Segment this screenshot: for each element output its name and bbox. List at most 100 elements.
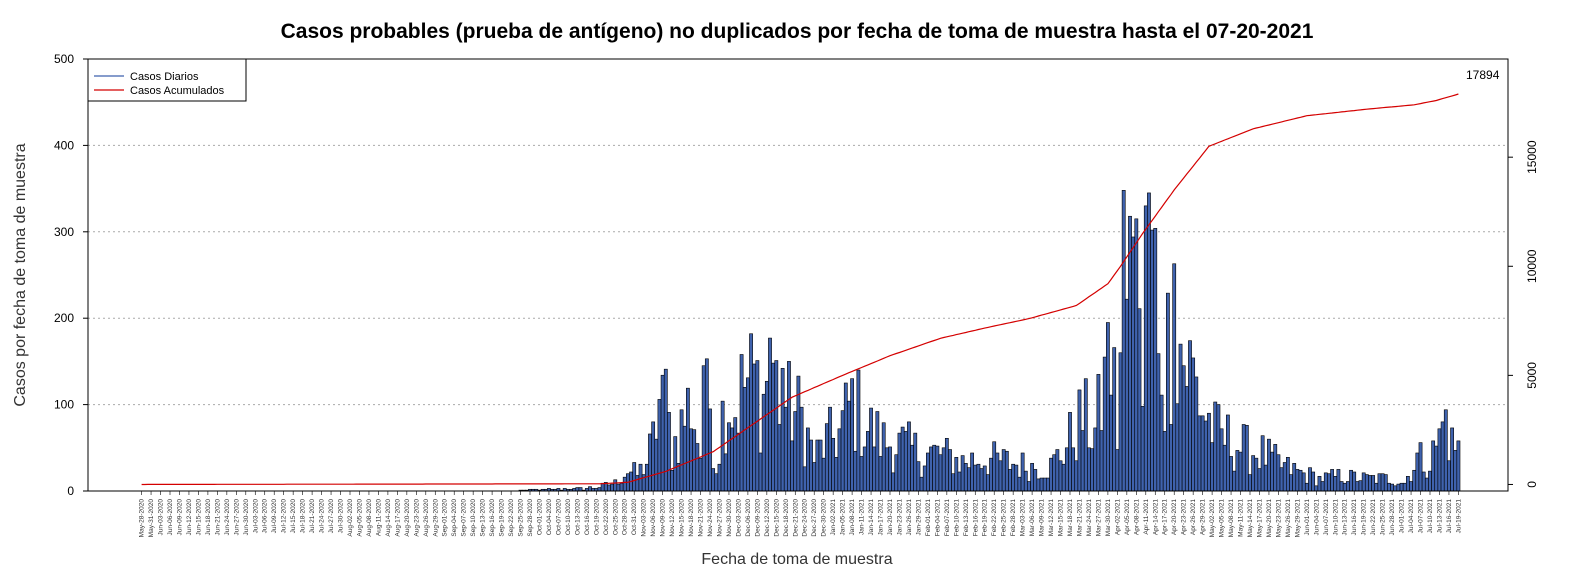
bar [1055, 449, 1060, 492]
x-tick-label: Jun-30-2020 [243, 499, 250, 536]
x-tick-label: Sep-01-2020 [442, 499, 449, 537]
y-tick-label: 400 [54, 138, 74, 152]
bar [1406, 476, 1410, 492]
bar [610, 483, 614, 492]
x-tick-label: Oct-13-2020 [574, 499, 581, 536]
bar [1371, 475, 1376, 492]
bar [657, 399, 662, 492]
bar [856, 369, 861, 492]
bar [919, 476, 924, 492]
bar [771, 362, 776, 492]
x-tick-label: Sep-22-2020 [508, 499, 515, 537]
x-tick-label: Mar-27-2021 [1095, 499, 1102, 537]
bar [632, 462, 637, 492]
x-tick-label: May-20-2021 [1266, 499, 1273, 538]
bar [1200, 415, 1205, 492]
bar [881, 422, 886, 492]
bar [884, 447, 889, 492]
bar [982, 465, 987, 492]
bar [1450, 427, 1454, 492]
bar [1143, 205, 1148, 492]
bar [1257, 468, 1262, 492]
bar [1197, 415, 1202, 492]
x-tick-label: Sep-16-2020 [489, 499, 496, 537]
bar [1017, 476, 1022, 492]
bar [1399, 482, 1404, 492]
bar [1210, 442, 1214, 492]
bar [1004, 450, 1009, 492]
x-tick-label: Jul-03-2020 [252, 499, 259, 534]
bar [1096, 374, 1101, 492]
left-axis: 0 100 200 300 400 500 [54, 52, 88, 498]
x-tick-label: Jun-01-2021 [1304, 499, 1311, 536]
bar [597, 487, 602, 492]
bar [973, 464, 978, 492]
bar [935, 445, 940, 492]
bar [1260, 435, 1265, 492]
bar [1203, 420, 1208, 492]
bar [704, 358, 709, 492]
bar [1282, 462, 1287, 492]
x-tick-label: Feb-16-2021 [972, 499, 979, 537]
x-tick-label: Feb-22-2021 [991, 499, 998, 537]
bar [859, 456, 864, 492]
cumulative-end-label: 17894 [1466, 68, 1500, 82]
bar [1162, 431, 1167, 492]
x-tick-label: Nov-06-2020 [650, 499, 657, 537]
bar [1361, 472, 1366, 492]
x-tick-label: Jan-02-2021 [830, 499, 837, 536]
x-tick-label: Apr-20-2021 [1171, 499, 1178, 536]
x-tick-label: Jul-18-2020 [300, 499, 307, 534]
x-tick-label: May-17-2021 [1256, 499, 1263, 538]
cumulative-series-line [141, 93, 1459, 486]
x-tick-label: Dec-21-2020 [792, 499, 799, 537]
bar [790, 440, 794, 492]
x-tick-label: Feb-25-2021 [1001, 499, 1008, 537]
x-tick-label: Feb-07-2021 [944, 499, 951, 537]
bar [853, 450, 858, 492]
bar [1317, 476, 1322, 492]
bar [1194, 376, 1199, 492]
bar [727, 422, 731, 492]
x-tick-label: Dec-03-2020 [735, 499, 742, 537]
bar [1178, 343, 1183, 492]
x-tick-label: Jul-16-2021 [1446, 499, 1453, 534]
bar [897, 432, 902, 492]
x-tick-label: Sep-13-2020 [480, 499, 487, 537]
bar [1147, 192, 1151, 492]
x-tick-label: Jun-12-2020 [186, 499, 193, 536]
bar [1134, 218, 1139, 492]
x-tick-label: May-14-2021 [1247, 499, 1254, 538]
x-tick-label: Sep-25-2020 [518, 499, 525, 537]
bar [736, 432, 741, 492]
bar [910, 444, 914, 492]
x-tick-label: Oct-28-2020 [622, 499, 629, 536]
x-tick-label: Aug-23-2020 [413, 499, 420, 537]
bar [1292, 463, 1297, 492]
bar [1014, 464, 1019, 492]
bar [1112, 347, 1117, 492]
bar [828, 406, 832, 492]
bar [941, 447, 946, 492]
x-axis: May-28-2020 May-31-2020 Jun-03-2020 Jun-06-… [139, 491, 1462, 538]
bar [989, 457, 993, 492]
bar [607, 484, 611, 492]
bar [1046, 477, 1050, 492]
bar [834, 457, 839, 492]
bar [746, 377, 750, 492]
bar [891, 472, 896, 492]
x-tick-label: Mar-18-2021 [1067, 499, 1074, 537]
bar [1074, 460, 1079, 492]
bar [1380, 473, 1385, 492]
x-tick-label: Aug-08-2020 [366, 499, 373, 537]
x-tick-label: Apr-26-2021 [1190, 499, 1197, 536]
bar [1301, 472, 1306, 492]
bar [660, 374, 665, 492]
bar [1153, 228, 1158, 492]
x-tick-label: Dec-24-2020 [802, 499, 809, 537]
bar [1109, 394, 1113, 492]
x-tick-label: Apr-23-2021 [1181, 499, 1188, 536]
bar [1102, 356, 1107, 492]
y-tick-label: 200 [54, 311, 74, 325]
